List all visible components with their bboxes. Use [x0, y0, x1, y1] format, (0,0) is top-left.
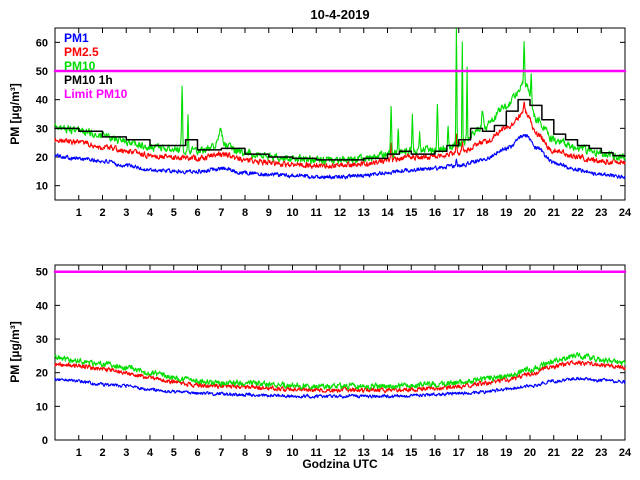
- x-tick-label: 2: [99, 207, 105, 219]
- x-tick-label: 1: [76, 447, 82, 459]
- x-tick-label: 2: [99, 447, 105, 459]
- x-tick-label: 16: [429, 447, 441, 459]
- x-tick-label: 15: [405, 447, 417, 459]
- x-tick-label: 20: [524, 447, 536, 459]
- x-tick-label: 7: [218, 447, 224, 459]
- x-tick-label: 15: [405, 207, 417, 219]
- x-tick-label: 22: [571, 207, 583, 219]
- legend: PM1 PM2.5 PM10 PM10 1h Limit PM10: [64, 31, 127, 101]
- x-tick-label: 19: [500, 447, 512, 459]
- legend-item-limit-pm10: Limit PM10: [64, 87, 128, 101]
- x-tick-label: 13: [358, 207, 370, 219]
- x-tick-label: 8: [242, 447, 248, 459]
- x-tick-label: 19: [500, 207, 512, 219]
- x-tick-label: 1: [76, 207, 82, 219]
- y-tick-label: 0: [42, 435, 48, 447]
- x-tick-label: 12: [334, 207, 346, 219]
- y-tick-label: 40: [36, 300, 48, 312]
- x-tick-label: 3: [123, 447, 129, 459]
- legend-item-pm1: PM1: [64, 31, 89, 45]
- x-tick-label: 8: [242, 207, 248, 219]
- x-tick-label: 10: [286, 447, 298, 459]
- series-pm10-line: [54, 351, 626, 391]
- y-tick-label: 30: [36, 334, 48, 346]
- series-pm2-5-line: [54, 360, 626, 394]
- x-tick-label: 4: [147, 207, 154, 219]
- x-tick-label: 17: [453, 447, 465, 459]
- y-tick-label: 30: [36, 123, 48, 135]
- x-tick-label: 24: [619, 447, 632, 459]
- x-tick-label: 14: [381, 447, 394, 459]
- y-tick-label: 60: [36, 37, 48, 49]
- chart-title: 10-4-2019: [310, 7, 370, 22]
- x-tick-label: 11: [310, 207, 322, 219]
- y-tick-label: 10: [36, 401, 48, 413]
- x-tick-label: 5: [171, 207, 177, 219]
- x-tick-label: 11: [310, 447, 322, 459]
- y-tick-label: 50: [36, 66, 48, 78]
- series-pm10-1h-line: [54, 98, 626, 161]
- legend-item-pm10-1h: PM10 1h: [64, 73, 113, 87]
- y-tick-label: 10: [36, 181, 48, 193]
- x-tick-label: 16: [429, 207, 441, 219]
- x-tick-label: 21: [548, 447, 560, 459]
- x-tick-label: 23: [595, 447, 607, 459]
- x-tick-label: 9: [266, 207, 272, 219]
- x-axis-label: Godzina UTC: [302, 457, 378, 471]
- legend-item-pm10: PM10: [64, 59, 96, 73]
- x-tick-label: 18: [476, 447, 488, 459]
- y-tick-label: 50: [36, 267, 48, 279]
- x-tick-label: 6: [194, 447, 200, 459]
- x-tick-label: 7: [218, 207, 224, 219]
- y-tick-label: 40: [36, 95, 48, 107]
- series-pm1-line: [54, 133, 626, 180]
- x-tick-label: 22: [571, 447, 583, 459]
- axes-frame: [54, 27, 626, 201]
- x-tick-label: 23: [595, 207, 607, 219]
- x-tick-label: 17: [453, 207, 465, 219]
- bottom-y-axis-label: PM [µg/m³]: [8, 321, 22, 383]
- x-tick-label: 18: [476, 207, 488, 219]
- series-pm10-line: [54, 28, 626, 165]
- x-tick-label: 3: [123, 207, 129, 219]
- x-tick-label: 13: [358, 447, 370, 459]
- x-tick-label: 5: [171, 447, 177, 459]
- y-tick-label: 20: [36, 368, 48, 380]
- x-tick-label: 21: [548, 207, 560, 219]
- y-tick-label: 20: [36, 152, 48, 164]
- series-pm1-line: [54, 376, 626, 399]
- series-pm2-5-line: [54, 101, 626, 169]
- x-tick-label: 20: [524, 207, 536, 219]
- x-tick-label: 9: [266, 447, 272, 459]
- x-tick-label: 12: [334, 447, 346, 459]
- x-tick-label: 10: [286, 207, 298, 219]
- x-tick-label: 14: [381, 207, 394, 219]
- top-y-axis-label: PM [µg/m³]: [8, 83, 22, 145]
- legend-item-pm2-5: PM2.5: [64, 45, 99, 59]
- axes-frame: [54, 264, 626, 441]
- x-tick-label: 4: [147, 447, 154, 459]
- x-tick-label: 6: [194, 207, 200, 219]
- x-tick-label: 24: [619, 207, 632, 219]
